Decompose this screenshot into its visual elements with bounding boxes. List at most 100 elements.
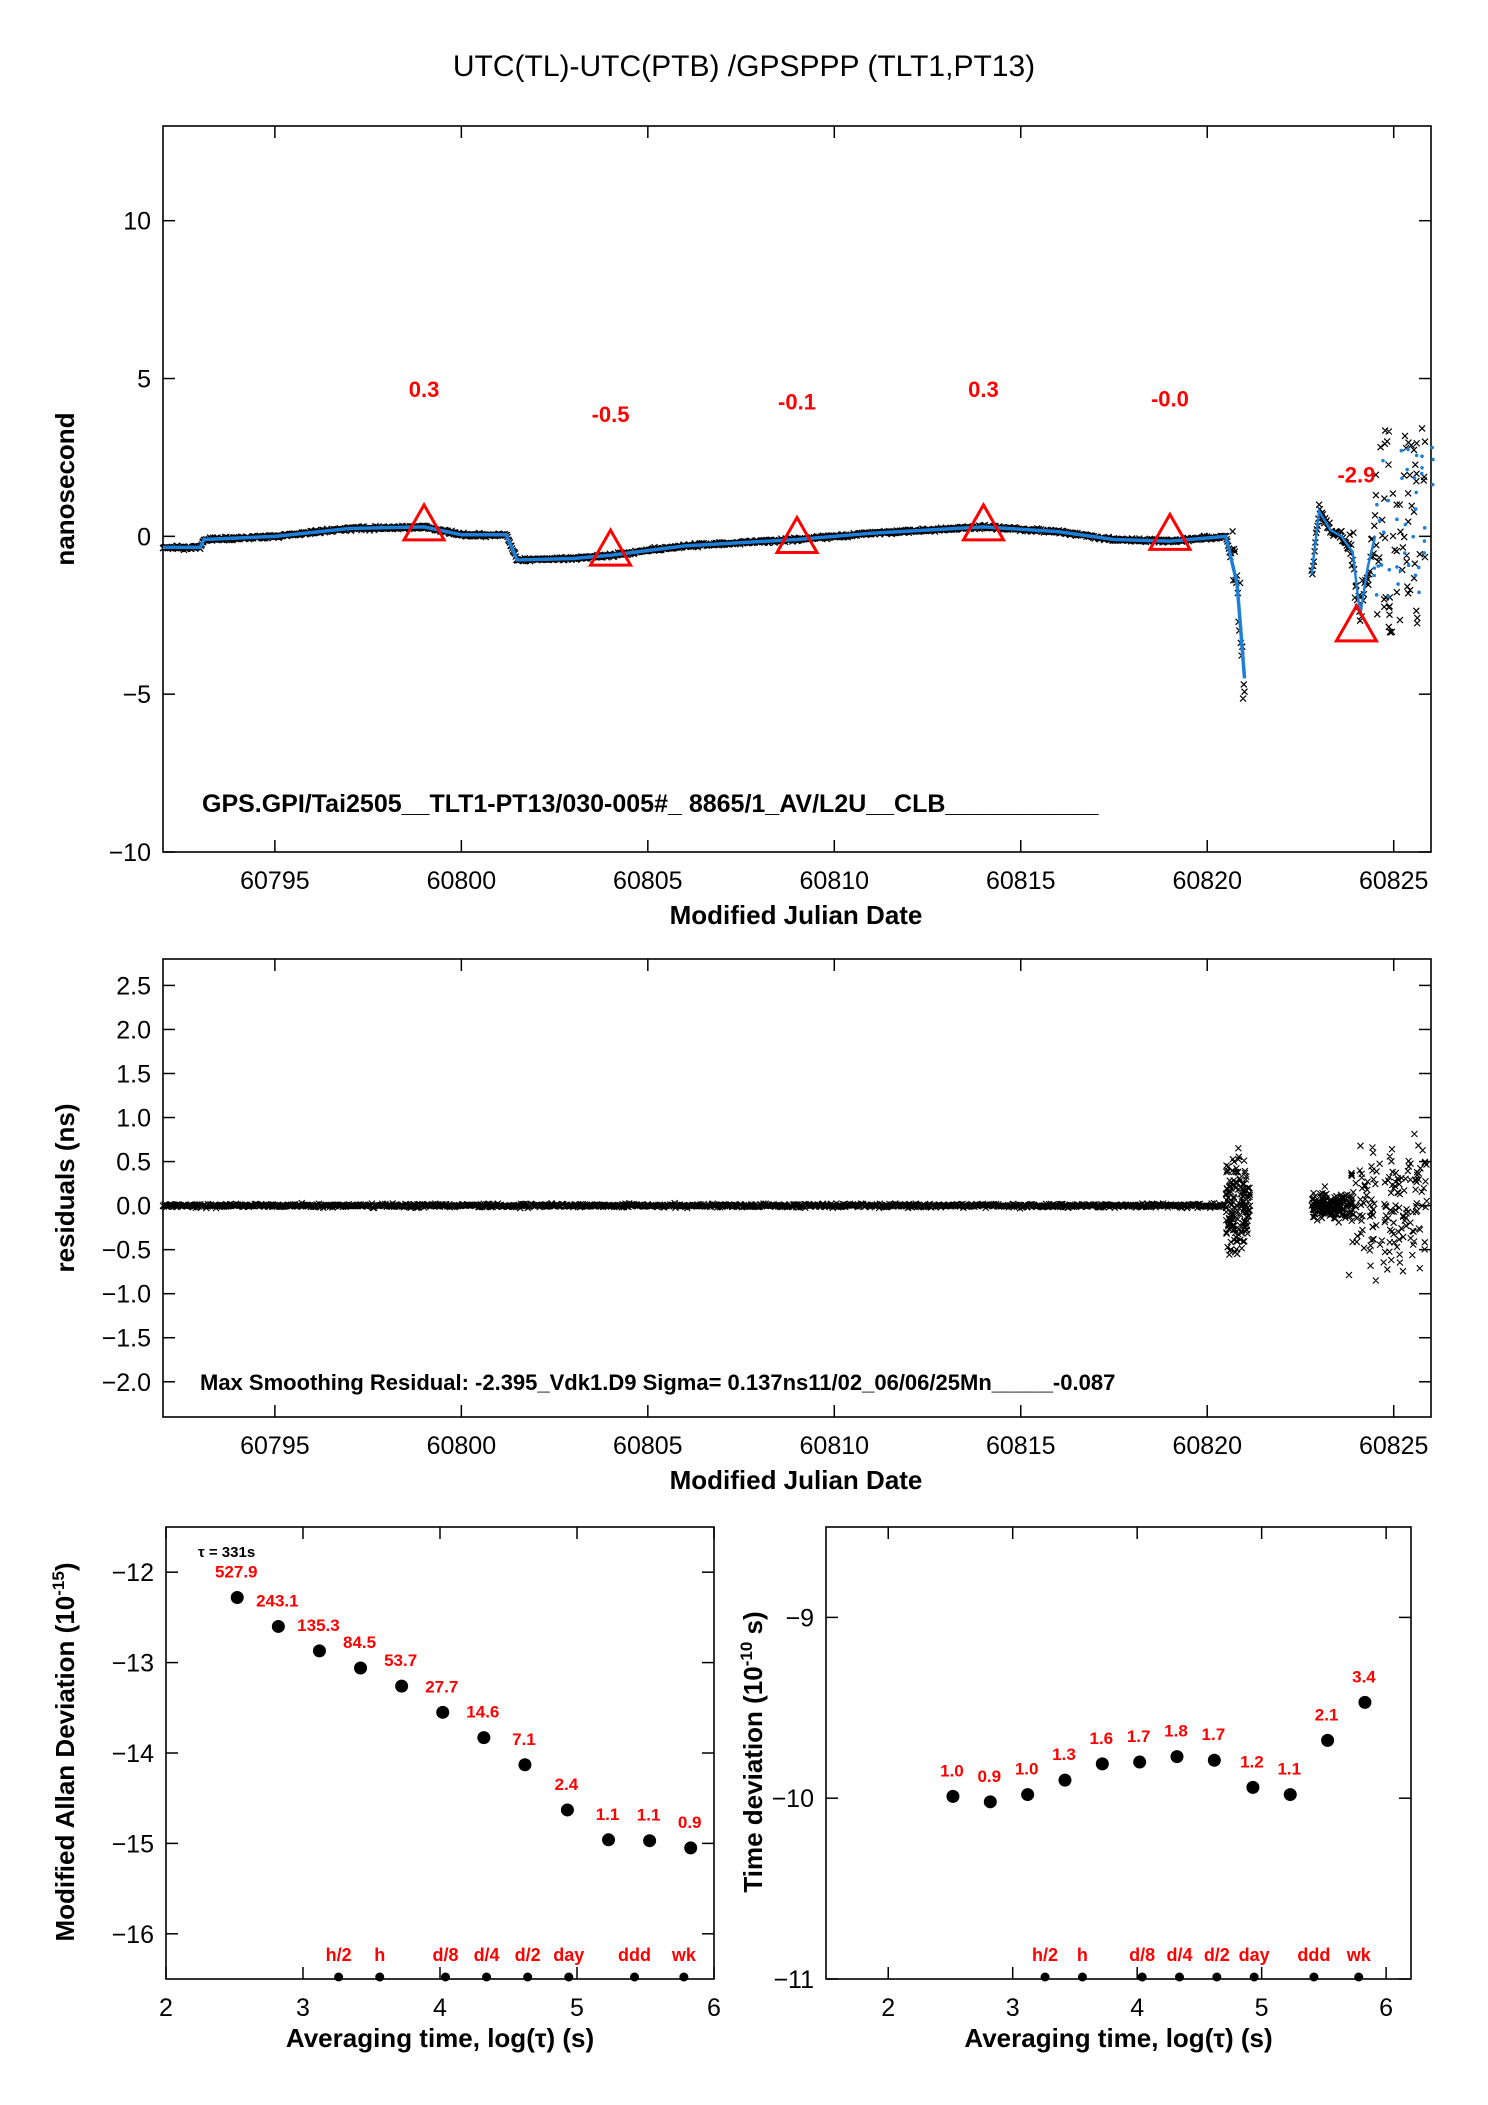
smoothed-point — [1416, 565, 1421, 570]
period-mark-label: d/4 — [474, 1945, 500, 1965]
marker-triangle — [1333, 602, 1379, 643]
x-tick-label: 60805 — [613, 867, 683, 895]
marker-triangle — [960, 501, 1007, 542]
deviation-point — [643, 1834, 657, 1848]
x-tick-label: 60810 — [800, 867, 870, 895]
x-axis-label: Averaging time, log(τ) (s) — [964, 2023, 1272, 2053]
deviation-value-label: 53.7 — [384, 1651, 417, 1670]
smoothed-point — [1376, 564, 1381, 568]
deviation-point — [684, 1841, 698, 1855]
smoothed-point — [1399, 448, 1404, 453]
smoothed-point — [1411, 534, 1415, 539]
smoothed-point — [1414, 490, 1418, 495]
smoothed-point — [1431, 457, 1435, 462]
smoothed-point — [1419, 471, 1424, 476]
period-mark-label: day — [1239, 1945, 1270, 1965]
smoothed-point — [1398, 568, 1403, 573]
y-tick-label: −9 — [785, 1604, 814, 1632]
deviation-point — [312, 1644, 326, 1658]
y-tick-label: −12 — [112, 1559, 154, 1587]
y-tick-label: 0.5 — [116, 1149, 151, 1177]
smoothed-point — [1396, 582, 1400, 586]
marker-triangle — [1147, 511, 1193, 551]
smoothed-point — [1422, 551, 1427, 555]
deviation-point — [518, 1758, 532, 1772]
y-tick-label: 1.0 — [116, 1105, 151, 1133]
deviation-value-label: 1.7 — [1202, 1725, 1226, 1744]
marker-label: -0.1 — [778, 390, 816, 415]
smoothed-point — [1412, 476, 1417, 480]
deviation-value-label: 1.1 — [637, 1806, 661, 1825]
x-tick-label: 3 — [1006, 1994, 1020, 2022]
x-tick-label: 6 — [1379, 1994, 1393, 2022]
deviation-value-label: 14.6 — [466, 1703, 499, 1722]
deviation-value-label: 84.5 — [343, 1633, 376, 1652]
deviation-value-label: 27.7 — [425, 1677, 458, 1696]
x-axis-label: Averaging time, log(τ) (s) — [286, 2023, 594, 2053]
y-tick-label: 2.5 — [116, 972, 151, 1000]
deviation-point — [1095, 1757, 1109, 1771]
plot-frame — [825, 1526, 1412, 1980]
smoothed-point — [1386, 594, 1391, 599]
x-tick-label: 4 — [433, 1994, 447, 2022]
deviation-point — [477, 1731, 491, 1745]
smoothed-point — [1379, 563, 1384, 567]
deviation-value-label: 1.0 — [940, 1761, 964, 1780]
deviation-value-label: 1.1 — [1277, 1760, 1301, 1779]
panel-annotation: Max Smoothing Residual: -2.395_Vdk1.D9 S… — [200, 1370, 1115, 1395]
smoothed-point — [1430, 445, 1434, 450]
deviation-value-label: 2.1 — [1315, 1705, 1339, 1724]
y-axis-label: Time deviation (10-10 s) — [737, 1611, 768, 1892]
period-mark — [523, 1972, 533, 1982]
x-tick-label: 60815 — [986, 867, 1056, 895]
chart-title: UTC(TL)-UTC(PTB) /GPSPPP (TLT1,PT13) — [453, 50, 1035, 83]
marker-triangle — [774, 514, 820, 555]
period-mark — [1212, 1972, 1222, 1982]
raw-data-points — [159, 425, 1429, 702]
y-tick-label: −16 — [112, 1921, 154, 1949]
smoothed-point — [1422, 539, 1427, 543]
period-mark — [1040, 1972, 1050, 1982]
x-tick-label: 60815 — [986, 1432, 1056, 1460]
deviation-point — [946, 1789, 960, 1803]
period-mark-label: h/2 — [1032, 1945, 1058, 1965]
period-mark — [334, 1972, 344, 1982]
x-tick-label: 4 — [1130, 1994, 1144, 2022]
deviation-point — [602, 1833, 616, 1847]
smoothed-series-line — [163, 525, 1247, 679]
period-mark — [440, 1972, 450, 1982]
smoothed-series-line-2 — [1310, 507, 1377, 616]
y-tick-label: −11 — [773, 1966, 814, 1994]
marker-triangle — [587, 527, 634, 567]
marker-triangle — [401, 501, 447, 542]
y-tick-label: 10 — [123, 208, 151, 236]
smoothed-point — [1413, 507, 1418, 511]
period-mark-label: wk — [671, 1945, 697, 1965]
smoothed-point — [1375, 502, 1379, 507]
period-mark-label: d/8 — [1129, 1945, 1155, 1965]
deviation-value-label: 1.7 — [1127, 1727, 1151, 1746]
deviation-point — [1207, 1753, 1221, 1767]
deviation-point — [230, 1591, 244, 1605]
x-tick-label: 60820 — [1172, 1432, 1242, 1460]
marker-label: 0.3 — [409, 377, 440, 402]
period-mark-label: day — [553, 1945, 584, 1965]
deviation-value-label: 1.2 — [1240, 1752, 1264, 1771]
deviation-point — [1358, 1695, 1372, 1709]
deviation-value-label: 1.1 — [596, 1805, 620, 1824]
deviation-value-label: 1.0 — [1015, 1760, 1039, 1779]
period-mark — [375, 1972, 385, 1982]
plot-frame — [162, 958, 1432, 1418]
period-mark — [564, 1972, 574, 1982]
y-tick-label: −15 — [112, 1830, 154, 1858]
deviation-value-label: 2.4 — [555, 1775, 579, 1794]
deviation-point — [983, 1795, 997, 1809]
deviation-point — [436, 1705, 450, 1719]
deviation-value-label: 1.8 — [1164, 1722, 1188, 1741]
time-deviation-panel: 2 3 4 5 6 −11 −10 −9 Averaging time, log(τ) (s) T… — [737, 1526, 1412, 2053]
period-mark — [1137, 1972, 1147, 1982]
smoothed-point — [1405, 467, 1409, 472]
x-tick-label: 60825 — [1359, 1432, 1429, 1460]
period-mark-label: ddd — [1297, 1945, 1330, 1965]
